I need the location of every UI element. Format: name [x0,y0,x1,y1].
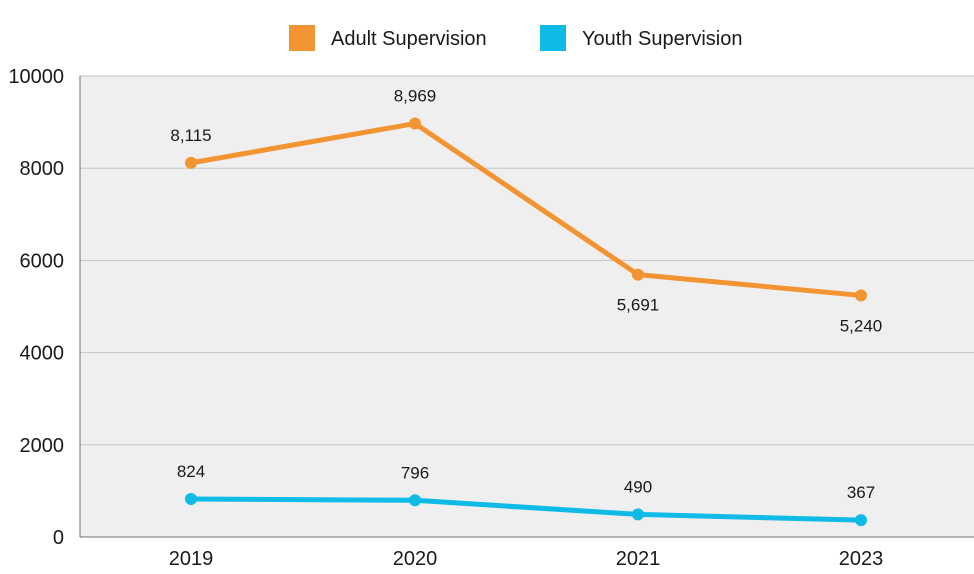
data-label: 796 [401,463,429,482]
y-tick-label: 4000 [20,343,65,365]
data-point [632,508,644,521]
y-tick-label: 6000 [20,250,65,272]
data-label: 490 [624,477,652,496]
data-label: 824 [177,462,205,481]
data-point [855,514,867,527]
x-tick-label: 2021 [616,548,661,569]
series-line [188,121,864,298]
x-tick-label: 2019 [169,548,214,569]
legend-label: Youth Supervision [582,28,743,50]
legend-swatch [540,25,566,51]
data-labels: 8,115 8,969 5,691 5,240 824 796 490 367 [170,87,882,503]
legend-swatch [289,25,315,51]
data-point [409,117,421,130]
data-label: 367 [847,483,875,502]
y-tick-label: 8000 [20,158,65,180]
legend-label: Adult Supervision [331,28,487,50]
plot-area-background [80,76,974,537]
series [185,117,867,527]
data-label: 5,691 [617,296,660,315]
data-point [632,268,644,281]
data-label: 8,969 [394,87,437,106]
y-tick-label: 2000 [20,435,65,457]
data-point [185,156,197,169]
y-tick-label: 0 [53,527,64,549]
data-label: 8,115 [170,126,211,145]
x-tick-label: 2020 [393,548,438,569]
axes: 0 2000 4000 6000 8000 10000 2019 2020 2021 2023 [8,66,974,570]
series-line [188,496,864,523]
grid-lines [80,75,974,446]
data-point [185,493,197,506]
legend: Adult Supervision Youth Supervision [289,25,743,51]
data-label: 5,240 [840,316,883,335]
y-tick-label: 10000 [8,66,64,88]
x-tick-label: 2023 [839,548,884,569]
data-point [409,494,421,507]
data-point [855,289,867,302]
